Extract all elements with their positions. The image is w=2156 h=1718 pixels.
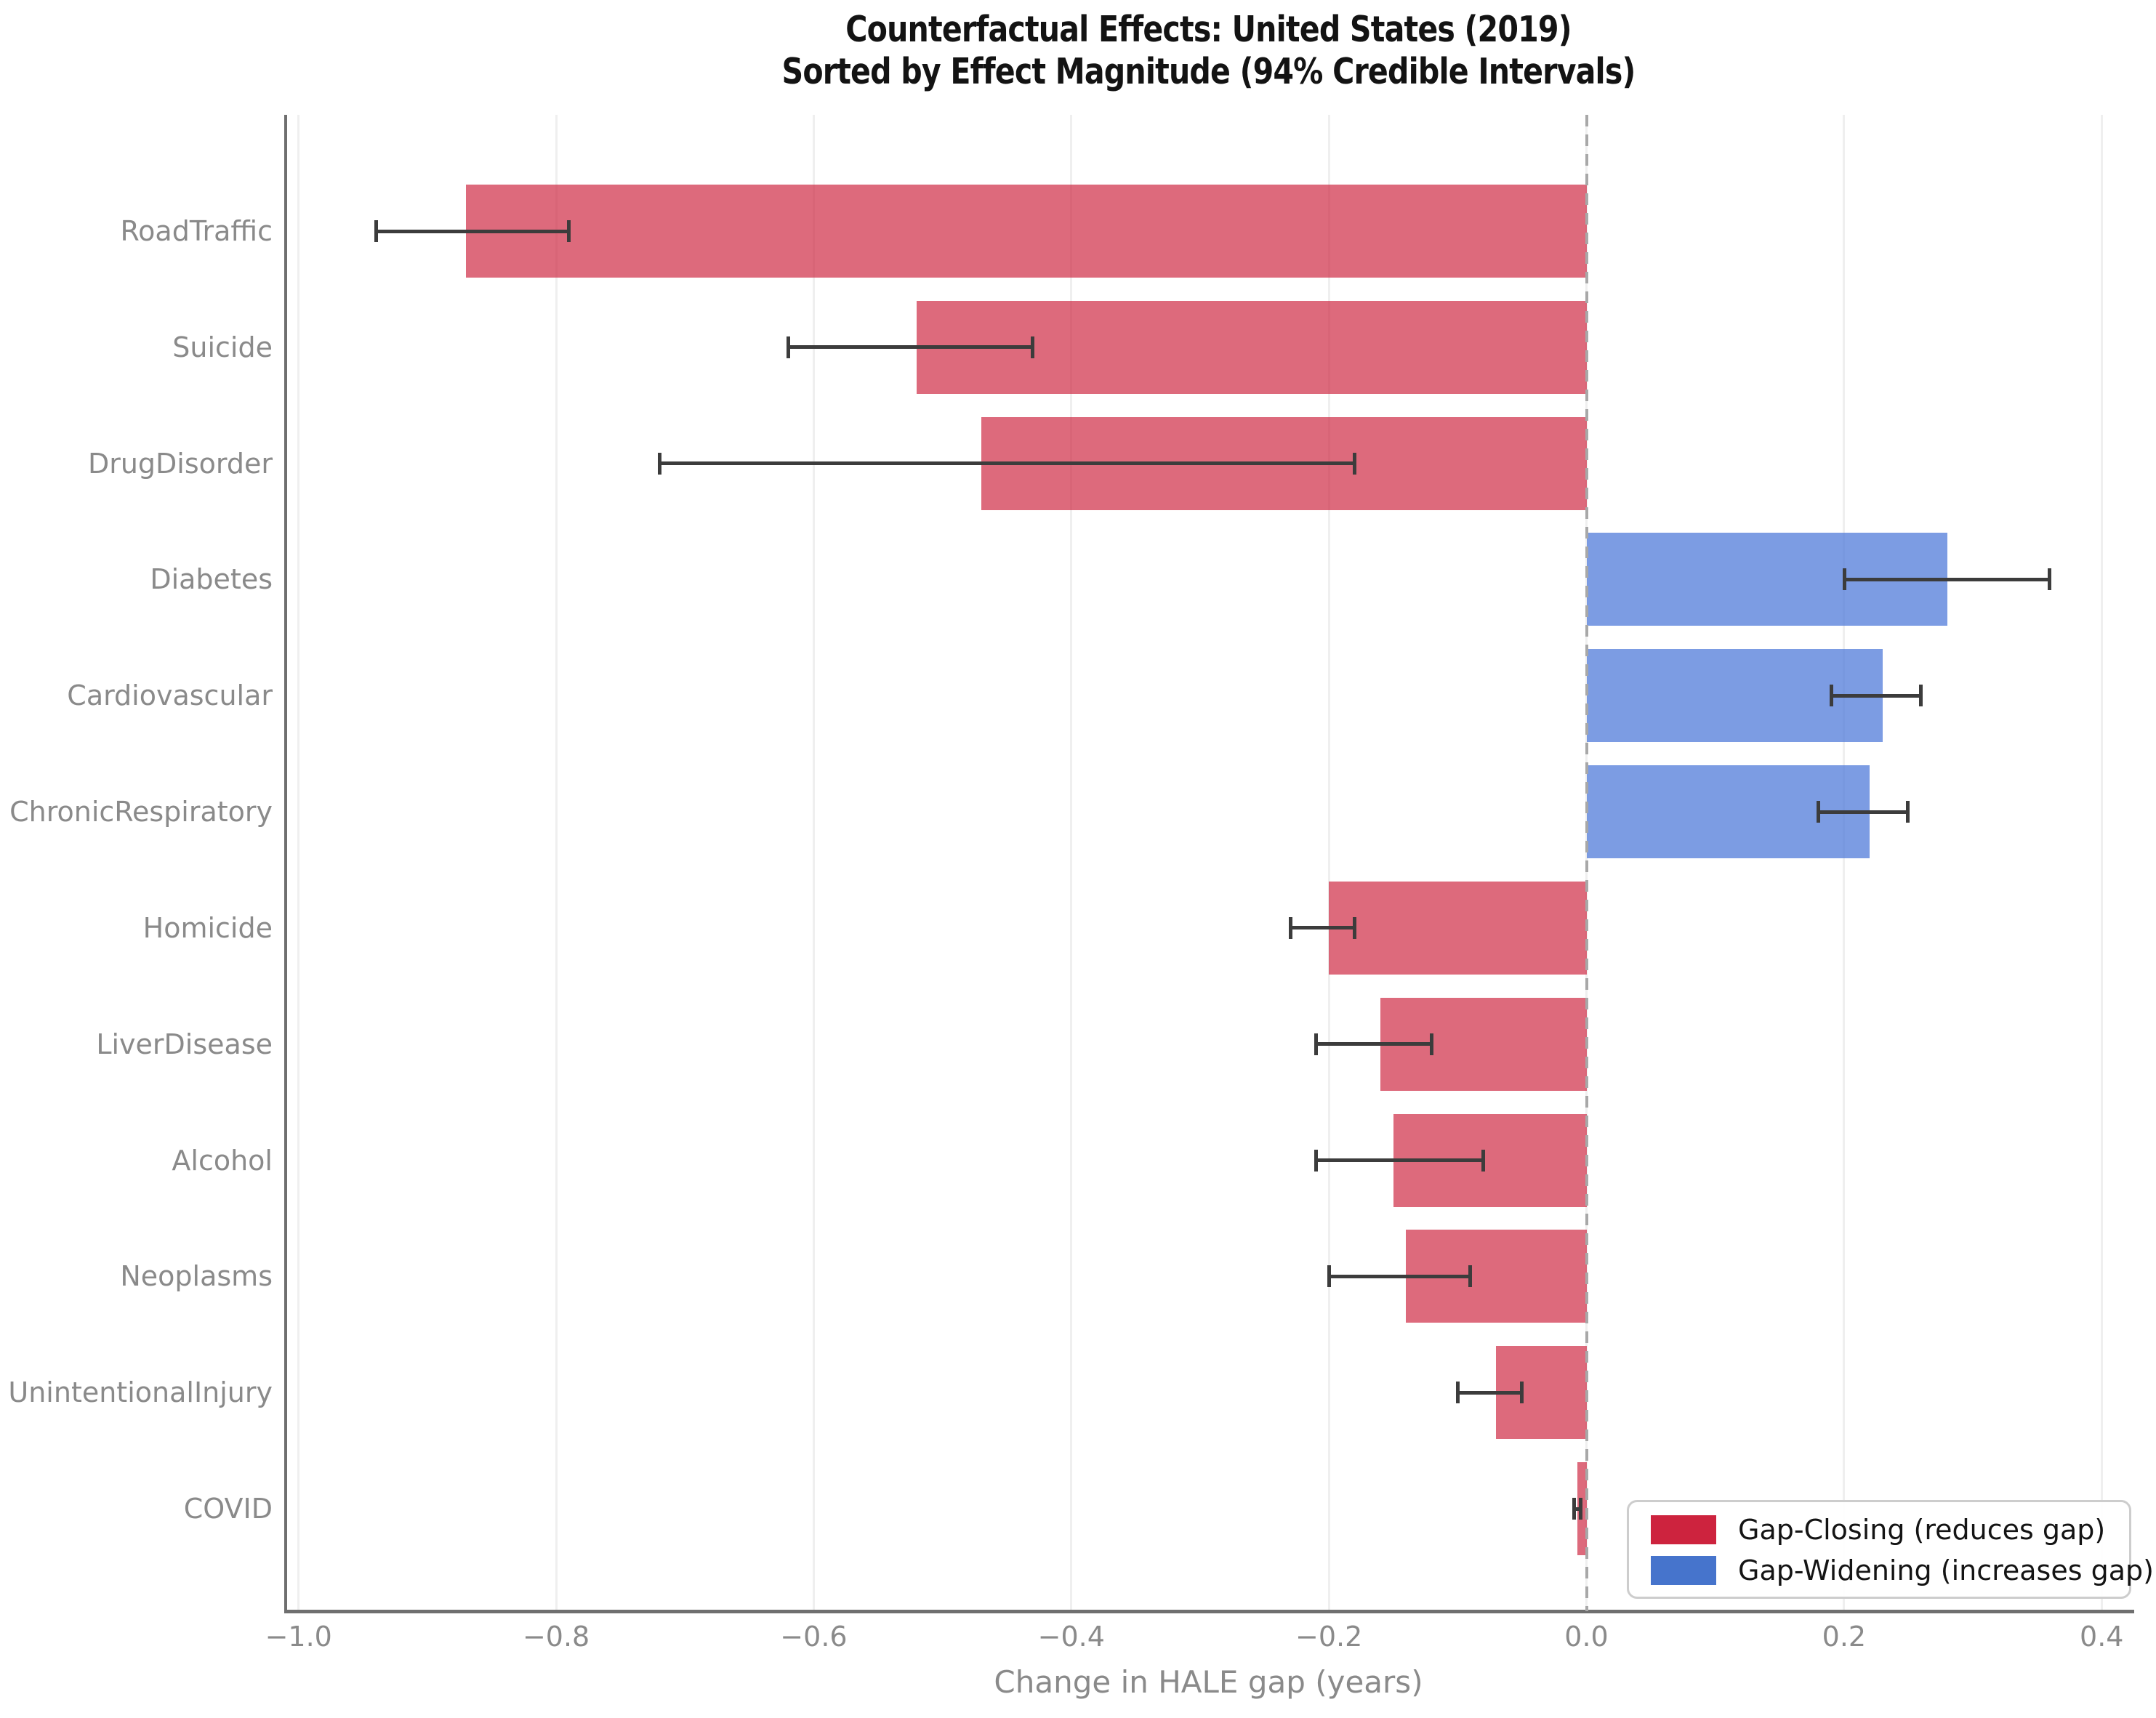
error-cap-low — [1456, 1382, 1460, 1404]
bar-roadtraffic — [466, 185, 1587, 278]
error-cap-low — [787, 336, 790, 358]
x-tick-label: 0.4 — [2080, 1621, 2124, 1653]
error-cap-high — [1468, 1265, 1473, 1288]
error-bar-roadtraffic — [376, 229, 569, 233]
error-cap-low — [374, 220, 379, 242]
x-axis-spine — [284, 1610, 2134, 1613]
error-bar-covid — [1573, 1507, 1582, 1511]
chart-title-line2: Sorted by Effect Magnitude (94% Credible… — [781, 51, 1636, 92]
gridline — [2100, 115, 2103, 1611]
x-tick-label: 0.2 — [1822, 1621, 1867, 1653]
error-bar-diabetes — [1843, 577, 2051, 581]
gridline — [812, 115, 815, 1611]
error-cap-high — [566, 220, 571, 242]
gridline — [1327, 115, 1330, 1611]
error-cap-high — [1919, 685, 1923, 707]
category-label-suicide: Suicide — [172, 331, 273, 363]
legend-swatch-gap-widening — [1651, 1556, 1716, 1585]
error-bar-neoplasms — [1329, 1274, 1471, 1278]
category-label-drugdisorder: DrugDisorder — [87, 447, 273, 480]
error-bar-chronicrespiratory — [1818, 810, 1909, 814]
category-label-chronicrespiratory: ChronicRespiratory — [9, 796, 273, 828]
x-tick-label: −0.4 — [1037, 1621, 1105, 1653]
error-cap-low — [1314, 1149, 1319, 1171]
category-label-cardiovascular: Cardiovascular — [67, 679, 273, 712]
chart-title: Counterfactual Effects: United States (2… — [286, 9, 2131, 93]
error-bar-liverdisease — [1316, 1042, 1432, 1046]
legend-label-gap-widening: Gap-Widening (increases gap) — [1738, 1554, 2154, 1586]
error-cap-low — [657, 452, 661, 475]
category-label-liverdisease: LiverDisease — [96, 1028, 273, 1060]
error-cap-high — [2048, 568, 2052, 591]
error-cap-high — [1429, 1033, 1433, 1055]
error-cap-high — [1519, 1382, 1524, 1404]
error-cap-high — [1906, 801, 1910, 823]
error-bar-cardiovascular — [1831, 693, 1922, 698]
legend-item-gap-widening: Gap-Widening (increases gap) — [1629, 1550, 2154, 1591]
legend: Gap-Closing (reduces gap) Gap-Widening (… — [1627, 1500, 2154, 1599]
error-cap-low — [1314, 1033, 1319, 1055]
category-label-diabetes: Diabetes — [150, 563, 273, 596]
error-bar-alcohol — [1316, 1158, 1484, 1163]
error-bar-homicide — [1290, 926, 1355, 930]
error-cap-high — [1030, 336, 1034, 358]
category-label-covid: COVID — [183, 1493, 273, 1525]
x-tick-label: −0.6 — [780, 1621, 848, 1653]
x-tick-label: 0.0 — [1564, 1621, 1609, 1653]
category-label-unintentionalinjury: UnintentionalInjury — [8, 1376, 273, 1409]
legend-label-gap-closing: Gap-Closing (reduces gap) — [1738, 1514, 2106, 1546]
y-axis-spine — [284, 115, 287, 1611]
legend-swatch-gap-closing — [1651, 1515, 1716, 1544]
error-cap-high — [1352, 916, 1356, 939]
x-axis-label: Change in HALE gap (years) — [994, 1664, 1423, 1700]
category-label-homicide: Homicide — [142, 911, 273, 944]
legend-item-gap-closing: Gap-Closing (reduces gap) — [1629, 1509, 2129, 1550]
error-cap-high — [1352, 452, 1356, 475]
gridline — [555, 115, 558, 1611]
error-cap-low — [1572, 1498, 1576, 1520]
category-label-alcohol: Alcohol — [172, 1144, 273, 1177]
error-cap-low — [1817, 801, 1821, 823]
x-tick-label: −0.2 — [1295, 1621, 1363, 1653]
error-cap-low — [1327, 1265, 1332, 1288]
bar-homicide — [1329, 881, 1587, 975]
error-bar-drugdisorder — [659, 461, 1355, 466]
error-cap-low — [1842, 568, 1846, 591]
x-tick-label: −1.0 — [265, 1621, 332, 1653]
error-cap-high — [1579, 1498, 1583, 1520]
category-label-neoplasms: Neoplasms — [120, 1260, 273, 1293]
gridline — [1070, 115, 1073, 1611]
zero-reference-line — [1585, 115, 1588, 1611]
error-bar-unintentionalinjury — [1457, 1390, 1522, 1395]
chart-title-line1: Counterfactual Effects: United States (2… — [845, 9, 1572, 50]
gridline — [1843, 115, 1846, 1611]
category-label-roadtraffic: RoadTraffic — [120, 215, 273, 247]
error-bar-suicide — [788, 345, 1033, 350]
error-cap-low — [1289, 916, 1292, 939]
x-tick-label: −0.8 — [522, 1621, 590, 1653]
error-cap-low — [1830, 685, 1834, 707]
gridline — [297, 115, 300, 1611]
error-cap-high — [1481, 1149, 1485, 1171]
